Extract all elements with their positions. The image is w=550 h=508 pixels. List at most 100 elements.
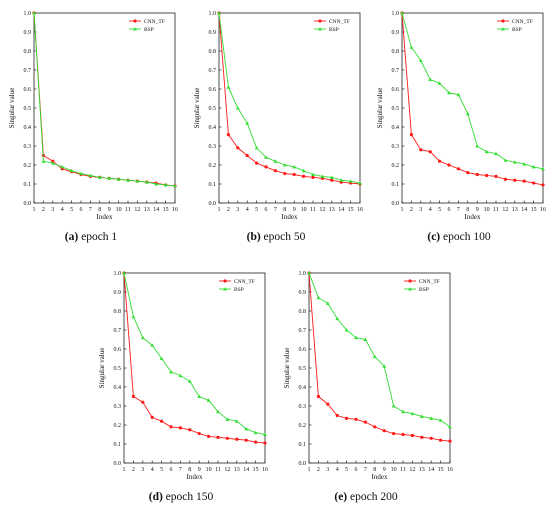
- data-point: [283, 171, 287, 176]
- data-point: [447, 90, 451, 95]
- x-tick-label: 1: [308, 467, 311, 473]
- data-point: [401, 409, 405, 414]
- x-tick-label: 16: [172, 207, 178, 213]
- data-point: [531, 165, 536, 169]
- x-tick-label: 4: [61, 207, 64, 213]
- legend-label: CNN_TF: [419, 279, 440, 285]
- x-tick-label: 14: [428, 467, 434, 473]
- data-point: [382, 364, 387, 368]
- y-tick-label: 1.0: [392, 11, 400, 17]
- data-point: [541, 183, 545, 187]
- y-tick-label: 0.9: [392, 30, 400, 36]
- x-tick-label: 6: [80, 207, 83, 213]
- y-tick-label: 0.5: [209, 106, 217, 112]
- data-point: [485, 173, 489, 178]
- data-point: [438, 159, 442, 163]
- x-axis-label: Index: [372, 473, 388, 481]
- data-point: [245, 121, 250, 125]
- data-point: [448, 439, 452, 443]
- data-point: [316, 394, 320, 399]
- x-tick-label: 8: [373, 467, 376, 473]
- data-point: [197, 394, 202, 399]
- data-point: [475, 172, 479, 177]
- series-line-cnn-tf: [218, 12, 361, 185]
- y-tick-label: 0.0: [299, 461, 307, 467]
- series-line-cnn-tf: [308, 272, 451, 442]
- x-tick-label: 11: [310, 207, 316, 213]
- y-tick-label: 0.9: [209, 30, 217, 36]
- data-point: [428, 150, 432, 154]
- x-axis-label: Index: [97, 213, 113, 221]
- subplot-epoch-100: 0.0 0.1 0.2 0.3 0.4 0.5 0.6 0.7 0.8 0.9 1.0 1 2 3 4 5 6 7…: [373, 5, 546, 243]
- data-point: [532, 181, 536, 185]
- y-tick-label: 0.6: [392, 87, 400, 93]
- data-point: [329, 175, 334, 179]
- data-point: [373, 425, 377, 429]
- x-tick-label: 7: [89, 207, 92, 213]
- legend-label: BSP: [329, 27, 339, 33]
- x-tick-label: 3: [236, 207, 239, 213]
- subplot-caption: (c) epoch 100: [373, 231, 545, 243]
- x-tick-label: 13: [512, 207, 518, 213]
- x-tick-label: 11: [215, 467, 221, 473]
- x-tick-label: 5: [345, 467, 348, 473]
- subplot-caption: (d) epoch 150: [95, 491, 267, 503]
- x-tick-label: 16: [540, 207, 546, 213]
- x-tick-label: 2: [227, 207, 230, 213]
- data-point: [439, 438, 443, 442]
- x-tick-label: 16: [447, 467, 453, 473]
- x-tick-label: 9: [383, 467, 386, 473]
- data-point: [131, 314, 136, 319]
- data-point: [273, 169, 277, 173]
- data-point: [135, 179, 140, 183]
- data-point: [354, 417, 358, 421]
- x-tick-label: 10: [116, 207, 122, 213]
- legend-marker: [318, 27, 322, 31]
- x-tick-label: 3: [141, 467, 144, 473]
- data-point: [428, 77, 433, 82]
- data-point: [225, 436, 229, 440]
- data-point: [330, 178, 334, 182]
- data-point: [438, 418, 443, 422]
- data-point: [292, 165, 297, 169]
- data-point: [363, 420, 367, 424]
- x-tick-label: 11: [493, 207, 499, 213]
- data-point: [126, 178, 130, 182]
- plot-area-frame: [123, 272, 266, 464]
- data-point: [522, 179, 526, 183]
- data-point: [88, 173, 93, 177]
- y-tick-label: 0.1: [392, 182, 400, 188]
- x-tick-label: 8: [466, 207, 469, 213]
- data-point: [494, 151, 498, 156]
- y-tick-label: 0.7: [114, 328, 122, 334]
- data-point: [301, 168, 306, 173]
- subplot-epoch-200: 0.0 0.1 0.2 0.3 0.4 0.5 0.6 0.7 0.8 0.9 1.0 1 2 3 4 5 6 7…: [280, 265, 453, 503]
- y-tick-label: 0.1: [114, 442, 122, 448]
- y-tick-label: 0.0: [24, 201, 32, 207]
- data-point: [97, 175, 102, 179]
- x-tick-label: 15: [531, 207, 537, 213]
- y-tick-label: 0.3: [114, 404, 122, 410]
- legend-label: CNN_TF: [144, 19, 165, 25]
- subplot-caption: (e) epoch 200: [280, 491, 452, 503]
- data-point: [354, 335, 358, 340]
- subplot-epoch-1: 0.0 0.1 0.2 0.3 0.4 0.5 0.6 0.7 0.8 0.9 1.0 1 2 3 4 5 6 7…: [5, 5, 178, 243]
- x-tick-label: 5: [160, 467, 163, 473]
- x-axis-label: Index: [465, 213, 481, 221]
- y-tick-label: 0.9: [24, 30, 32, 36]
- data-point: [302, 174, 306, 178]
- series-line-bsp: [123, 272, 266, 435]
- data-point: [60, 165, 65, 169]
- y-tick-label: 0.2: [209, 163, 217, 169]
- x-tick-label: 7: [274, 207, 277, 213]
- data-point: [188, 428, 192, 432]
- data-point: [263, 441, 267, 445]
- subplot-epoch-150: 0.0 0.1 0.2 0.3 0.4 0.5 0.6 0.7 0.8 0.9 1.0 1 2 3 4 5 6 7…: [95, 265, 268, 503]
- series-line-bsp: [401, 12, 544, 170]
- x-tick-label: 11: [125, 207, 131, 213]
- y-tick-label: 1.0: [299, 271, 307, 277]
- x-tick-label: 11: [400, 467, 406, 473]
- data-point: [292, 172, 296, 177]
- y-tick-label: 0.4: [209, 125, 217, 131]
